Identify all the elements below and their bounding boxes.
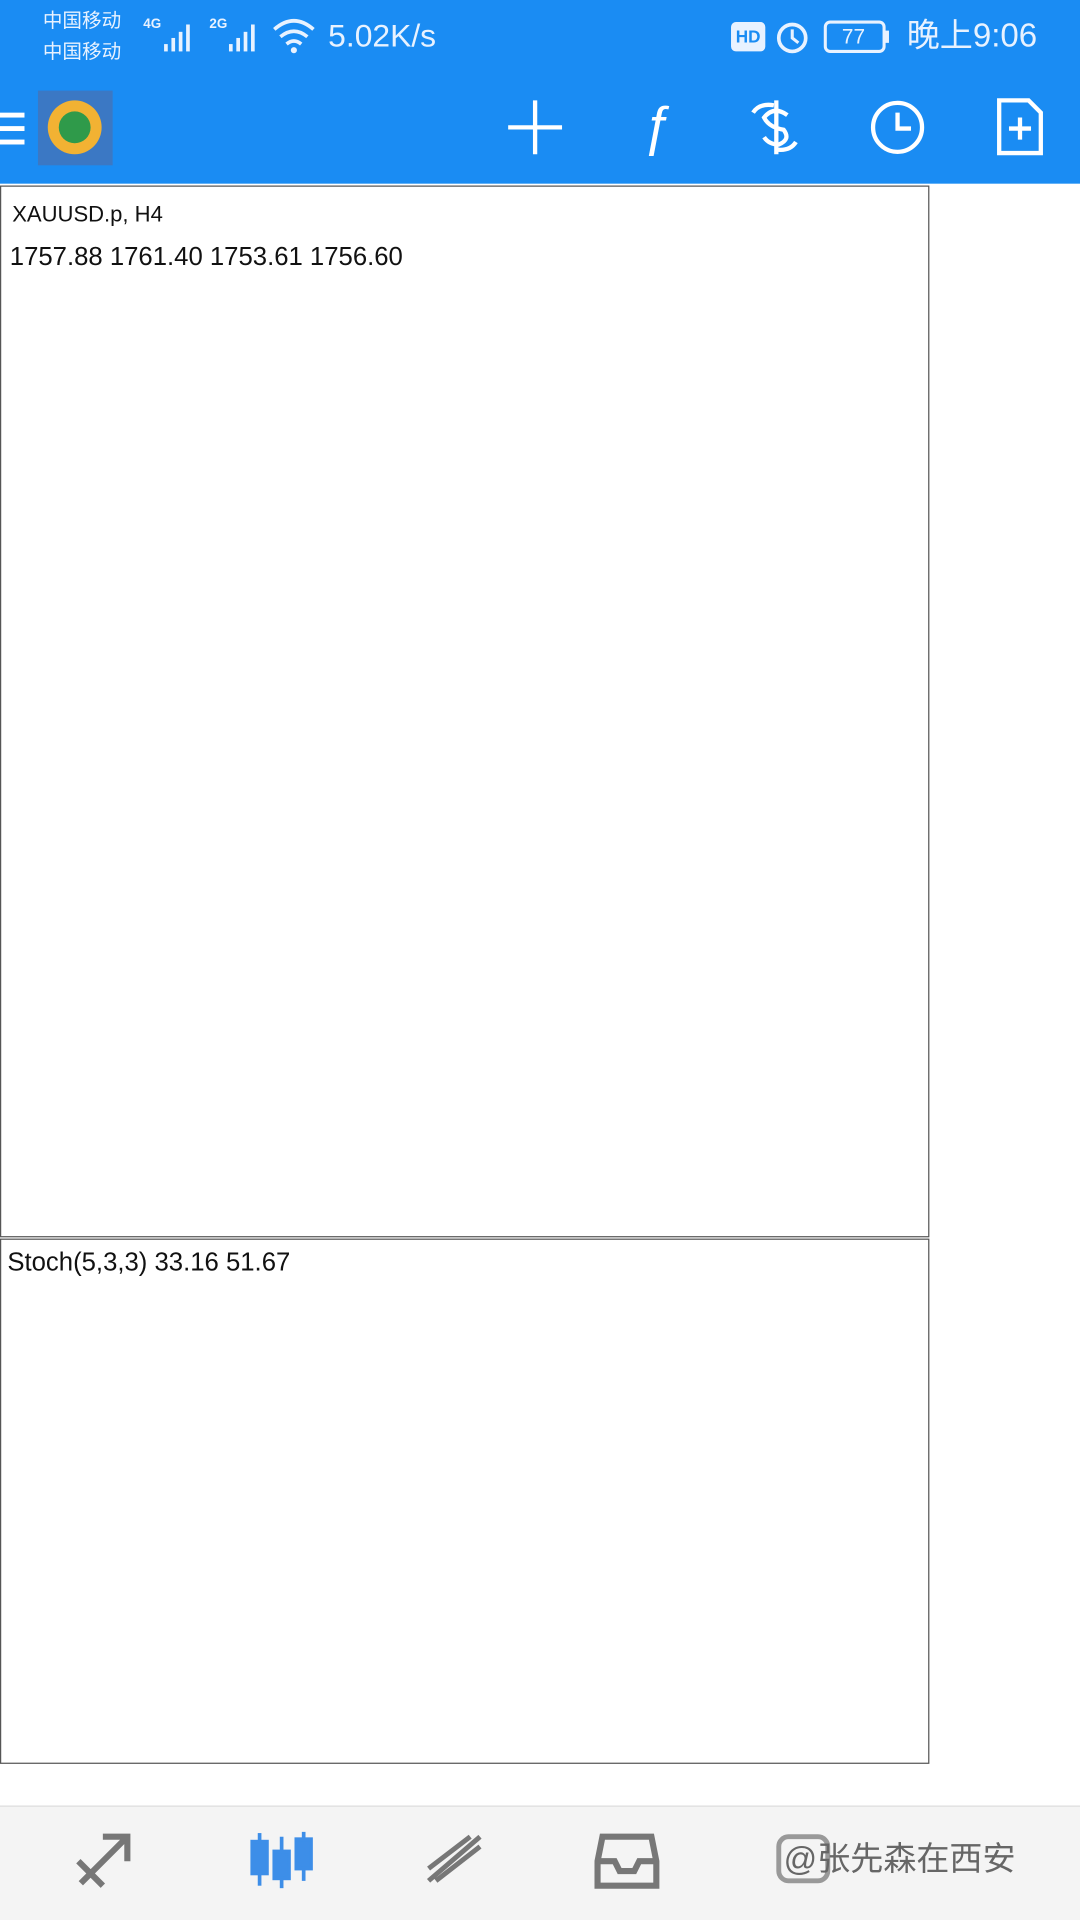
battery-tip — [885, 30, 889, 43]
hd-badge — [731, 22, 766, 52]
network: 4G — [143, 16, 161, 31]
crosshair-icon[interactable] — [508, 100, 563, 155]
logo-inner — [58, 111, 91, 144]
carrier: 中国移动 — [43, 10, 121, 32]
battery-level: 77 — [842, 25, 865, 48]
hd-text: HD — [736, 26, 761, 46]
signal-icon — [164, 24, 255, 52]
alarm-hands — [790, 29, 800, 45]
battery-icon — [823, 20, 886, 53]
wifi-icon — [273, 18, 315, 46]
carrier: 中国移动 — [43, 41, 121, 63]
trade-icon[interactable] — [751, 100, 798, 155]
trade-tab[interactable] — [426, 1834, 482, 1883]
network: 2G — [209, 16, 227, 31]
chat-tab[interactable] — [776, 1834, 831, 1884]
new-order-icon[interactable] — [997, 98, 1043, 156]
bottom-nav — [0, 1806, 1080, 1920]
ohlc-label: 1757.88 1761.40 1753.61 1756.60 — [10, 243, 403, 271]
period-icon[interactable] — [870, 100, 925, 154]
clock: 晚上9:06 — [907, 18, 1037, 55]
main-panel — [0, 185, 930, 1238]
net-speed: 5.02K/s — [328, 17, 436, 53]
chart-tab[interactable] — [250, 1831, 313, 1889]
stoch-title: Stoch(5,3,3) 33.16 51.67 — [7, 1248, 290, 1276]
menu-icon[interactable] — [0, 112, 25, 145]
watermark: @张先森在西安 — [784, 1841, 1016, 1878]
wifi-dot — [290, 47, 297, 54]
alarm-icon — [776, 22, 808, 54]
indicator-icon[interactable]: ƒ — [641, 96, 671, 157]
quotes-tab[interactable] — [76, 1833, 131, 1888]
symbol-label: XAUUSD.p, H4 — [12, 201, 163, 226]
history-tab[interactable] — [594, 1833, 660, 1889]
stoch-panel — [0, 1238, 930, 1764]
